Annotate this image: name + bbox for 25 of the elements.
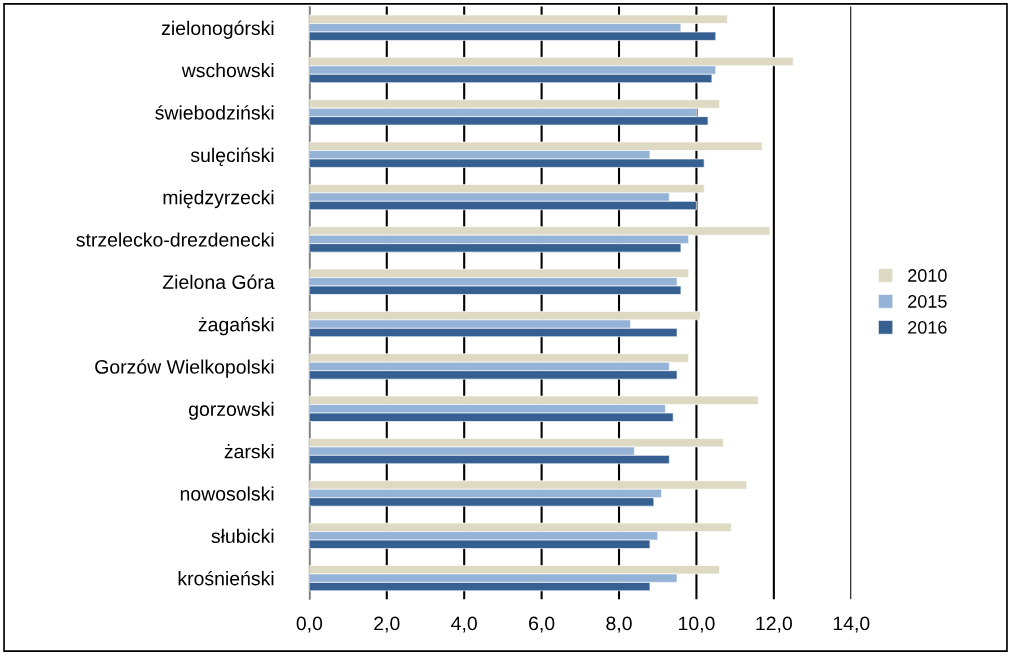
legend-label: 2010	[908, 269, 947, 282]
y-tick-label: krośnieński	[178, 570, 274, 586]
y-tick-label: Gorzów Wielkopolski	[95, 359, 274, 378]
y-tick-label: wschowski	[181, 63, 274, 78]
legend-label: 2016	[908, 321, 947, 334]
legend-label: 2015	[908, 295, 947, 308]
y-tick-label: sulęciński	[190, 147, 274, 166]
y-tick-label: żagański	[198, 316, 274, 336]
x-tick-label: 10,0	[679, 616, 715, 633]
y-tick-label: żarski	[224, 444, 274, 459]
y-tick-label: strzelecko-drezdenecki	[76, 232, 274, 247]
x-tick-label: 12,0	[756, 616, 793, 633]
y-tick-label: międzyrzecki	[163, 190, 274, 209]
x-tick-label: 2,0	[374, 616, 400, 633]
x-tick-label: 0,0	[296, 616, 323, 633]
y-tick-label: zielonogórski	[161, 20, 274, 39]
y-tick-label: świebodziński	[155, 105, 274, 120]
y-tick-label: gorzowski	[189, 401, 274, 420]
x-tick-label: 8,0	[606, 616, 632, 633]
x-tick-label: 14,0	[833, 616, 870, 633]
x-tick-label: 6,0	[529, 616, 555, 633]
y-tick-label: Zielona Góra	[162, 274, 275, 289]
y-tick-label: słubicki	[211, 528, 274, 544]
x-tick-label: 4,0	[451, 616, 477, 633]
y-tick-label: nowosolski	[180, 486, 274, 501]
